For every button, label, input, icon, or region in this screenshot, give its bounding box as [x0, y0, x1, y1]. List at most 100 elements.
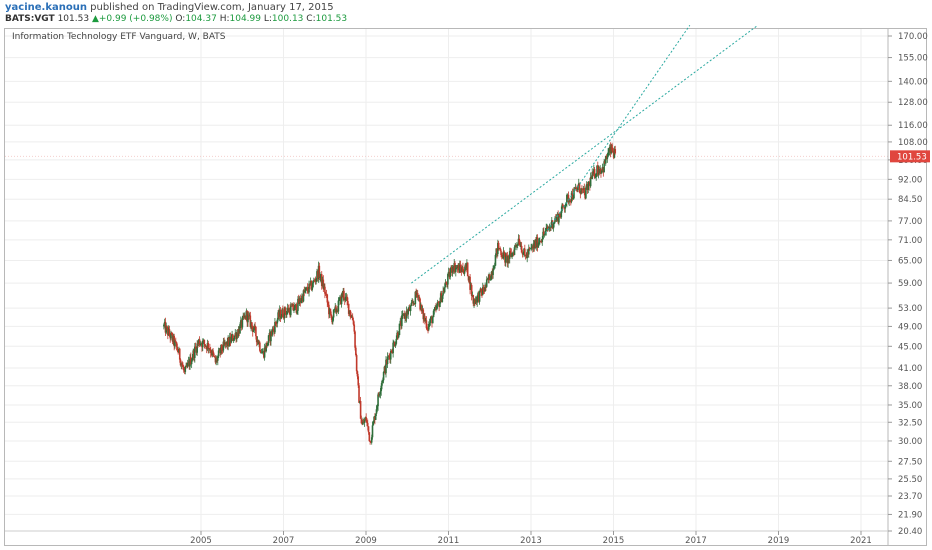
candle-body	[261, 352, 264, 354]
candle-body	[306, 287, 309, 291]
candle-body	[472, 294, 475, 304]
candle-body	[324, 286, 326, 294]
candle-body	[499, 248, 502, 251]
candle-body	[435, 305, 438, 310]
candle-body	[509, 251, 512, 253]
candle-body	[612, 150, 614, 152]
candle-body	[359, 401, 362, 419]
price-axis-label: 53.00	[898, 304, 922, 314]
candle-body	[181, 363, 183, 366]
candle-body	[363, 420, 366, 423]
candle-body	[527, 248, 530, 255]
candle-body	[583, 188, 586, 193]
candle-body	[587, 184, 590, 190]
candle-body	[338, 299, 340, 301]
candle-body	[416, 293, 419, 298]
candle-body	[398, 323, 401, 336]
candle-body	[401, 313, 404, 316]
candle-body	[564, 205, 567, 209]
candle-body	[565, 202, 567, 206]
candle-body	[419, 298, 421, 310]
candle-body	[508, 251, 511, 259]
price-axis-label: 35.00	[898, 401, 922, 411]
candle-body	[174, 340, 176, 347]
open-value: 104.37	[185, 14, 217, 24]
time-axis-label: 2009	[355, 536, 377, 546]
candle-body	[184, 366, 187, 372]
candle-body	[520, 245, 523, 253]
candle-body	[196, 343, 198, 353]
candle-body	[483, 290, 486, 292]
price-axis-label: 108.00	[898, 138, 928, 148]
candle-body	[571, 192, 574, 200]
last-price: 101.53	[57, 14, 90, 24]
candle-body	[263, 347, 266, 358]
candle-body	[485, 279, 488, 287]
candle-body	[443, 287, 446, 293]
candle-body	[529, 248, 532, 250]
author-link[interactable]: yacine.kanoun	[5, 2, 87, 13]
candle-body	[310, 281, 313, 290]
trend-line[interactable]	[411, 24, 759, 284]
candle-body	[580, 188, 582, 194]
candle-body	[543, 231, 545, 235]
candle-body	[514, 244, 517, 248]
candle-body	[207, 342, 210, 350]
candle-body	[562, 204, 564, 206]
candle-body	[253, 325, 256, 331]
time-axis-label: 2017	[685, 536, 707, 546]
open-label: O:	[175, 14, 186, 24]
candle-body	[591, 172, 594, 179]
candle-body	[374, 413, 377, 420]
candle-body	[232, 334, 234, 341]
candle-body	[368, 432, 371, 442]
candle-body	[401, 315, 403, 327]
published-text: published on TradingView.com, January 17…	[90, 2, 334, 13]
low-label: L:	[263, 14, 272, 24]
candle-body	[489, 279, 492, 281]
candle-body	[548, 226, 551, 230]
candle-body	[371, 425, 374, 438]
up-arrow-icon: ▲	[91, 14, 99, 24]
candle-body	[405, 310, 408, 319]
candle-body	[221, 350, 224, 351]
candle-body	[319, 276, 321, 278]
candle-body	[351, 316, 354, 321]
candle-body	[194, 346, 197, 348]
candle-body	[553, 222, 555, 224]
candle-body	[493, 268, 495, 270]
candle-body	[545, 227, 548, 231]
candle-body	[327, 302, 329, 305]
candle-body	[561, 204, 563, 211]
candle-body	[165, 326, 168, 333]
publisher-line: yacine.kanoun published on TradingView.c…	[5, 1, 334, 14]
candle-body	[469, 276, 471, 290]
candle-body	[171, 332, 173, 335]
candle-body	[481, 287, 484, 295]
candle-body	[186, 363, 189, 367]
candle-body	[436, 302, 439, 306]
candle-body	[449, 272, 452, 278]
candle-body	[507, 255, 509, 264]
candle-body	[166, 326, 168, 328]
candle-body	[360, 418, 363, 424]
candle-body	[168, 329, 171, 335]
candle-body	[555, 216, 558, 221]
candle-body	[220, 344, 223, 351]
price-axis-label: 30.00	[898, 437, 922, 447]
candle-body	[358, 385, 360, 403]
candle-body	[297, 298, 299, 311]
candle-body	[333, 308, 336, 310]
candle-body	[337, 300, 340, 312]
candle-body	[500, 250, 502, 256]
chart-frame[interactable]	[4, 28, 927, 546]
candle-body	[239, 324, 241, 334]
price-axis-label: 140.00	[898, 77, 928, 87]
candle-body	[482, 287, 485, 291]
symbol-label: BATS:VGT	[5, 14, 55, 24]
time-axis-label: 2019	[768, 536, 790, 546]
close-value: 101.53	[315, 14, 348, 24]
candle-body	[407, 310, 410, 315]
candle-body	[292, 303, 294, 311]
